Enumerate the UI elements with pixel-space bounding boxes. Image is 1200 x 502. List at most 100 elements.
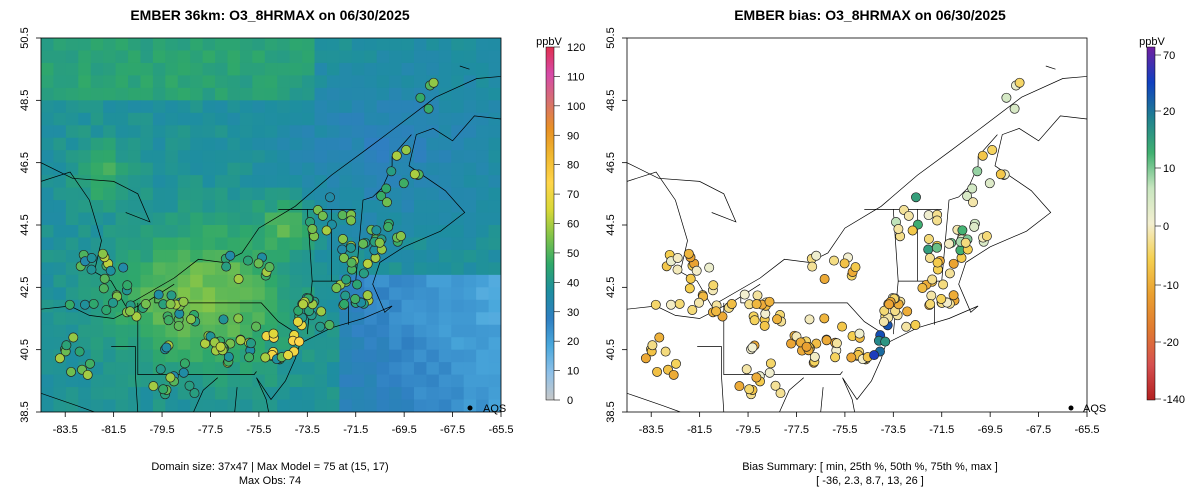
grid-cell	[438, 125, 452, 139]
grid-cell	[264, 187, 278, 201]
grid-cell	[351, 399, 365, 412]
grid-cell	[376, 312, 390, 326]
grid-cell	[488, 362, 501, 376]
grid-cell	[463, 175, 477, 189]
site-marker	[691, 265, 702, 276]
grid-cell	[426, 287, 440, 301]
grid-cell	[190, 125, 204, 139]
grid-cell	[165, 150, 179, 164]
grid-cell	[53, 150, 67, 164]
grid-cell	[165, 75, 179, 89]
grid-cell	[128, 162, 142, 176]
grid-cell	[215, 75, 229, 89]
grid-cell	[389, 249, 403, 263]
site-marker	[981, 231, 992, 242]
grid-cell	[128, 87, 142, 101]
grid-cell	[314, 87, 328, 101]
grid-cell	[364, 112, 378, 126]
grid-cell	[351, 387, 365, 401]
grid-cell	[115, 387, 129, 401]
grid-cell	[65, 237, 79, 251]
grid-cell	[401, 62, 415, 76]
grid-cell	[215, 175, 229, 189]
grid-cell	[202, 362, 216, 376]
grid-cell	[165, 112, 179, 126]
grid-cell	[90, 225, 104, 239]
grid-cell	[401, 299, 415, 313]
grid-cell	[314, 50, 328, 64]
grid-cell	[438, 399, 452, 412]
grid-cell	[53, 387, 67, 401]
grid-cell	[190, 38, 204, 52]
grid-cell	[115, 50, 129, 64]
footer-max-obs: Max Obs: 74	[239, 475, 301, 487]
grid-cell	[426, 262, 440, 276]
grid-cell	[152, 187, 166, 201]
grid-cell	[41, 237, 55, 251]
site-marker	[839, 258, 850, 269]
grid-cell	[90, 399, 104, 412]
x-axis: -83.5 -81.5 -79.5 -77.5 -75.5 -73.5 -71.5 -69.5…	[53, 412, 514, 436]
grid-cell	[476, 274, 490, 288]
grid-cell	[78, 200, 92, 214]
grid-cell	[115, 75, 129, 89]
site-marker	[666, 299, 676, 310]
site-marker	[395, 231, 406, 242]
grid-cell	[488, 387, 501, 401]
grid-cell	[190, 324, 204, 338]
grid-cell	[252, 362, 266, 376]
grid-cell	[339, 175, 353, 189]
grid-cell	[376, 75, 390, 89]
site-marker	[819, 274, 830, 284]
site-marker	[125, 306, 136, 317]
grid-cell	[128, 337, 142, 351]
grid-cell	[239, 62, 253, 76]
grid-cell	[476, 337, 490, 351]
grid-cell	[78, 175, 92, 189]
grid-cell	[314, 162, 328, 176]
grid-cell	[53, 187, 67, 201]
grid-cell	[426, 374, 440, 388]
grid-cell	[413, 187, 428, 201]
site-marker	[764, 367, 775, 378]
grid-cell	[65, 212, 79, 226]
site-marker	[337, 234, 348, 244]
grid-cell	[413, 50, 428, 64]
grid-cell	[264, 50, 278, 64]
grid-cell	[389, 175, 403, 189]
colorbar-tick-label: 90	[567, 130, 579, 142]
grid-cell	[239, 75, 253, 89]
grid-cell	[451, 38, 465, 52]
site-marker	[672, 264, 683, 275]
y-tick-label: 42.5	[19, 277, 31, 298]
grid-cell	[41, 50, 55, 64]
grid-cell	[389, 312, 403, 326]
grid-cell	[177, 75, 191, 89]
site-marker	[650, 299, 661, 310]
grid-cell	[177, 237, 191, 251]
grid-cell	[128, 362, 142, 376]
grid-cell	[476, 387, 490, 401]
grid-cell	[128, 374, 142, 388]
grid-cell	[289, 274, 303, 288]
grid-cell	[451, 299, 465, 313]
grid-cell	[289, 237, 303, 251]
site-marker	[352, 279, 363, 290]
grid-cell	[264, 75, 278, 89]
site-marker	[99, 273, 110, 284]
site-marker	[960, 237, 971, 248]
site-marker	[221, 261, 232, 272]
grid-cell	[202, 200, 216, 214]
grid-cell	[339, 337, 353, 351]
grid-cell	[351, 38, 365, 52]
grid-cell	[128, 262, 142, 276]
grid-cell	[364, 162, 378, 176]
grid-cell	[314, 150, 328, 164]
grid-cell	[289, 374, 303, 388]
grid-cell	[227, 225, 241, 239]
grid-cell	[438, 312, 452, 326]
grid-cell	[264, 112, 278, 126]
grid-cell	[78, 287, 92, 301]
grid-cell	[302, 374, 316, 388]
grid-cell	[41, 324, 55, 338]
